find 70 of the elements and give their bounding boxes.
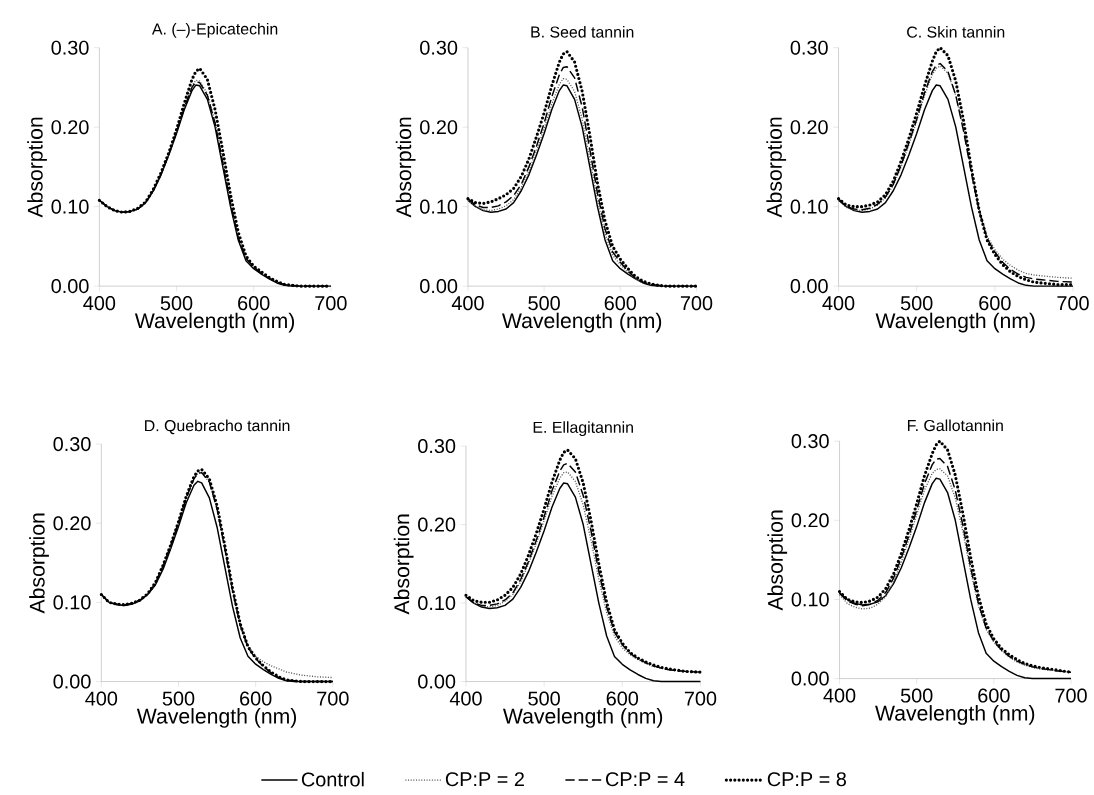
legend-label: CP:P = 4: [605, 772, 685, 787]
x-tick-label: 700: [317, 691, 349, 706]
x-axis-title: Wavelength (nm): [136, 708, 297, 728]
x-tick-label: 500: [162, 691, 195, 706]
y-tick-label: 0.30: [420, 40, 458, 55]
y-axis-title: Absorption: [29, 513, 49, 614]
x-axis-title: Wavelength (nm): [875, 312, 1035, 333]
x-axis-title: Wavelength (nm): [502, 708, 663, 728]
y-tick-label: 0.00: [420, 279, 458, 294]
y-tick-label: 0.00: [53, 674, 91, 689]
chart-title: E. Ellagitannin: [533, 421, 633, 437]
y-tick-label: 0.10: [418, 596, 456, 611]
y-tick-label: 0.00: [418, 674, 456, 689]
x-tick-label: 500: [900, 296, 933, 311]
y-tick-label: 0.20: [418, 517, 456, 532]
x-axis-title: Wavelength (nm): [502, 312, 662, 333]
y-axis-title: Absorption: [767, 510, 788, 611]
x-tick-label: 600: [238, 296, 270, 311]
x-tick-label: 500: [160, 296, 193, 311]
y-tick-label: 0.10: [53, 595, 91, 610]
y-tick-label: 0.20: [790, 120, 828, 135]
chart-title: A. (–)-Epicatechin: [151, 22, 278, 38]
y-tick-label: 0.20: [53, 516, 91, 531]
x-tick-label: 600: [240, 691, 272, 706]
y-tick-label: 0.00: [791, 671, 829, 686]
chart-title: C. Skin tannin: [907, 26, 1005, 38]
x-tick-label: 400: [449, 691, 482, 706]
y-axis-title: Absorption: [393, 514, 414, 615]
x-tick-label: 700: [315, 296, 347, 311]
chart-title: B. Seed tannin: [531, 26, 634, 38]
y-tick-label: 0.30: [791, 434, 829, 449]
x-tick-label: 500: [528, 296, 560, 311]
x-tick-label: 600: [979, 296, 1011, 311]
legend-label: CP:P = 8: [767, 772, 846, 787]
chart-title: F. Gallotannin: [907, 419, 1003, 432]
legend-label: CP:P = 2: [445, 772, 524, 787]
y-tick-label: 0.10: [420, 199, 458, 214]
x-axis-title: Wavelength (nm): [134, 312, 295, 333]
x-tick-label: 400: [822, 296, 855, 311]
y-axis-title: Absorption: [766, 117, 787, 218]
x-tick-label: 400: [823, 688, 856, 703]
x-tick-label: 600: [606, 691, 639, 706]
x-axis-title: Wavelength (nm): [875, 705, 1035, 725]
x-tick-label: 400: [83, 296, 116, 311]
x-tick-label: 500: [900, 688, 933, 703]
y-tick-label: 0.30: [790, 40, 828, 55]
y-tick-label: 0.00: [51, 279, 89, 294]
x-tick-label: 700: [1057, 296, 1089, 311]
y-tick-label: 0.30: [53, 437, 91, 452]
x-tick-label: 400: [85, 691, 118, 706]
x-tick-label: 700: [684, 691, 717, 706]
y-tick-label: 0.20: [51, 120, 89, 135]
x-tick-label: 500: [528, 691, 560, 706]
x-tick-label: 400: [451, 296, 484, 311]
legend-label: Control: [301, 771, 364, 787]
y-tick-label: 0.10: [791, 592, 829, 607]
x-tick-label: 600: [604, 296, 637, 311]
y-axis-title: Absorption: [27, 117, 47, 218]
x-tick-label: 700: [680, 296, 713, 311]
y-tick-label: 0.10: [790, 199, 828, 214]
y-tick-label: 0.30: [51, 40, 89, 55]
y-tick-label: 0.20: [420, 120, 458, 135]
y-tick-label: 0.20: [791, 513, 829, 528]
x-tick-label: 700: [1055, 688, 1087, 703]
chart-title: D. Quebracho tannin: [145, 419, 290, 435]
y-tick-label: 0.30: [418, 439, 456, 454]
x-tick-label: 600: [978, 688, 1010, 703]
y-axis-title: Absorption: [395, 117, 416, 218]
y-tick-label: 0.10: [51, 199, 89, 214]
y-tick-label: 0.00: [790, 279, 828, 294]
